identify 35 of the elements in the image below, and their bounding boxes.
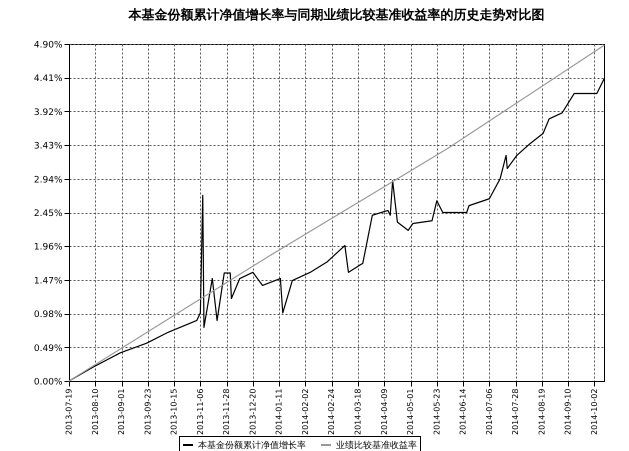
chart-title: 本基金份额累计净值增长率与同期业绩比较基准收益率的历史走势对比图 <box>128 7 544 23</box>
y-tick-label: 3.43% <box>34 142 63 152</box>
y-tick-label: 3.92% <box>34 108 63 118</box>
x-tick-label: 2013-09-23 <box>143 388 152 435</box>
legend-label: 本基金份额累计净值增长率 <box>198 440 306 451</box>
x-tick-label: 2014-10-02 <box>590 388 599 435</box>
y-tick-label: 0.00% <box>34 378 63 388</box>
y-tick-label: 1.96% <box>34 242 63 253</box>
x-tick-label: 2013-09-01 <box>117 388 126 435</box>
x-tick-label: 2014-07-06 <box>484 388 494 435</box>
x-tick-label: 2014-07-28 <box>511 388 520 435</box>
x-tick-label: 2013-07-19 <box>64 388 74 435</box>
x-tick-label: 2014-09-10 <box>564 388 573 435</box>
x-tick-label: 2014-02-02 <box>300 388 310 435</box>
x-tick-label: 2013-10-15 <box>170 388 179 435</box>
x-tick-label: 2014-02-24 <box>327 388 336 435</box>
x-tick-label: 2013-11-28 <box>222 388 232 435</box>
y-tick-label: 0.49% <box>34 344 63 354</box>
x-tick-label: 2013-11-06 <box>196 388 205 435</box>
y-tick-label: 0.98% <box>34 310 63 320</box>
legend-label: 业绩比较基准收益率 <box>336 440 417 451</box>
x-tick-label: 2014-08-19 <box>537 388 546 435</box>
y-tick-label: 2.94% <box>34 175 63 186</box>
y-tick-label: 4.41% <box>34 74 63 84</box>
x-tick-label: 2014-05-01 <box>406 388 416 435</box>
y-tick-label: 4.90% <box>34 40 63 50</box>
x-tick-label: 2014-05-23 <box>432 388 442 435</box>
x-tick-label: 2014-03-18 <box>353 388 362 435</box>
x-tick-label: 2013-12-20 <box>248 388 258 435</box>
x-tick-label: 2014-04-09 <box>380 388 389 435</box>
x-tick-label: 2013-08-10 <box>90 388 100 435</box>
y-tick-label: 1.47% <box>34 276 63 286</box>
y-tick-label: 2.45% <box>34 209 63 219</box>
x-tick-label: 2014-01-11 <box>274 388 284 435</box>
x-tick-label: 2014-06-14 <box>458 388 468 435</box>
